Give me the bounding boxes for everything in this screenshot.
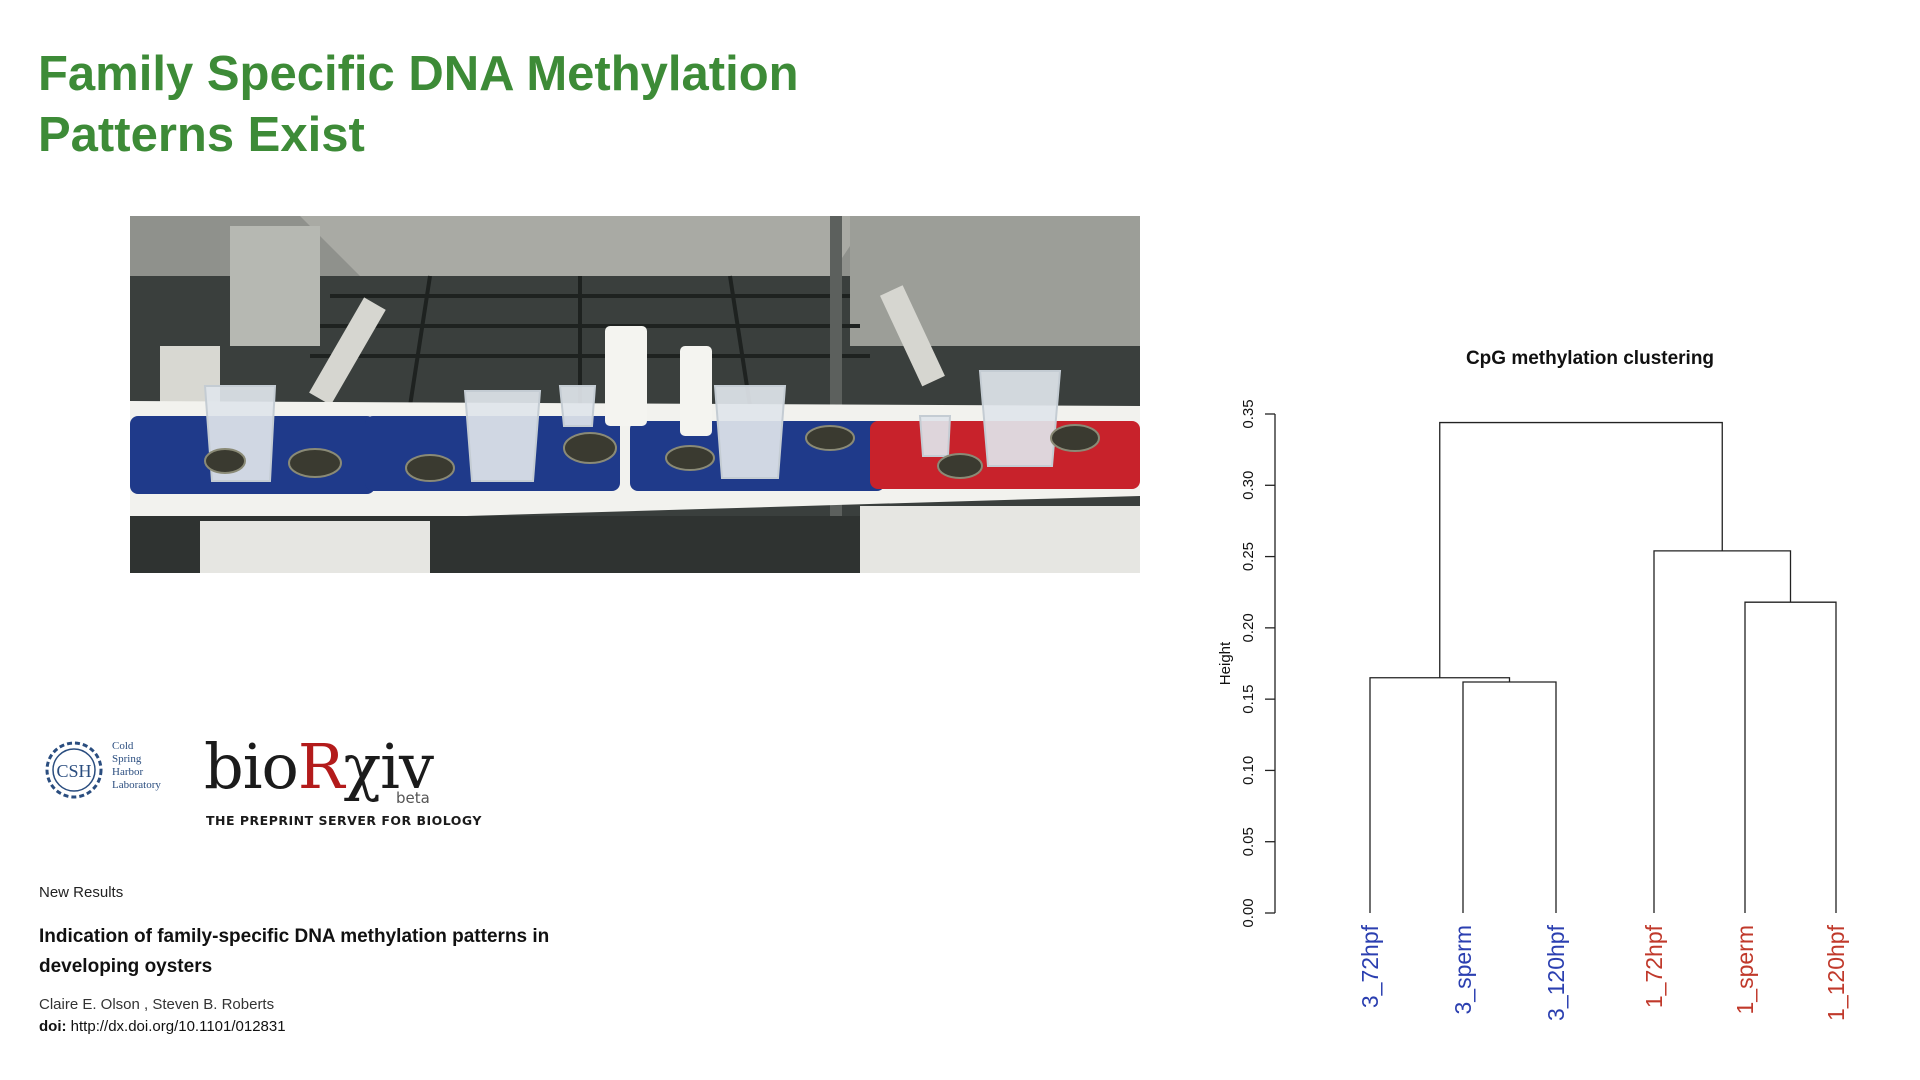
csh-name-line-3: Harbor (112, 766, 144, 778)
dendrogram-branches (1369, 421, 1837, 913)
slide-title: Family Specific DNA Methylation Patterns… (38, 44, 938, 166)
y-tick-label: 0.35 (1240, 399, 1257, 428)
dendrogram-chart: CpG methylation clustering Height 0.00 0.… (1190, 330, 1870, 1050)
leaf-label: 3_72hpf (1357, 924, 1383, 1008)
biorxiv-logo: bioRχiv beta THE PREPRINT SERVER FOR BIO… (204, 730, 481, 831)
dendrogram-branch (1369, 677, 1511, 913)
dendrogram-branch (1653, 550, 1792, 913)
y-tick-label: 0.25 (1240, 542, 1257, 571)
csh-name-line-2: Spring (112, 753, 142, 765)
y-tick-label: 0.00 (1240, 898, 1257, 927)
paper-title: Indication of family-specific DNA methyl… (39, 926, 550, 977)
slide-title-line-2: Patterns Exist (38, 108, 365, 162)
csh-initials: CSH (56, 761, 91, 781)
y-tick-label: 0.20 (1240, 613, 1257, 642)
leaf-label: 1_sperm (1732, 925, 1758, 1014)
csh-name: Cold Spring Harbor Laboratory (112, 740, 192, 792)
y-axis-label: Height (1217, 641, 1234, 685)
leaf-label: 3_120hpf (1543, 924, 1569, 1021)
biorxiv-beta: beta (396, 789, 430, 807)
leaf-label: 3_sperm (1450, 925, 1476, 1014)
y-axis: 0.00 0.05 0.10 0.15 0.20 0.25 0.30 0.35 (1240, 399, 1276, 928)
dendrogram-branch (1462, 681, 1557, 913)
y-tick-label: 0.05 (1240, 827, 1257, 856)
chart-title: CpG methylation clustering (1466, 348, 1714, 369)
biorxiv-wordmark: bioRχiv (204, 730, 434, 803)
csh-logo: CSH (45, 741, 103, 799)
paper-section: New Results (39, 884, 124, 901)
biorxiv-tagline: THE PREPRINT SERVER FOR BIOLOGY (206, 813, 482, 828)
biorxiv-r: R (297, 730, 345, 803)
y-tick-label: 0.30 (1240, 471, 1257, 500)
leaf-label: 1_72hpf (1641, 924, 1667, 1008)
y-tick-label: 0.10 (1240, 756, 1257, 785)
doi-label: doi: (39, 1018, 67, 1035)
dendrogram-branch (1744, 601, 1837, 913)
leaf-label: 1_120hpf (1823, 924, 1849, 1021)
paper-citation: New Results Indication of family-specifi… (39, 884, 659, 1035)
dendrogram-svg: CpG methylation clustering Height 0.000.… (1217, 348, 1849, 1021)
biorxiv-suffix: χiv (343, 730, 434, 803)
y-tick-label: 0.15 (1240, 685, 1257, 714)
slide-title-line-1: Family Specific DNA Methylation (38, 47, 799, 101)
csh-name-line-1: Cold (112, 740, 134, 752)
doi-link[interactable]: http://dx.doi.org/10.1101/012831 (70, 1018, 286, 1035)
paper-authors: Claire E. Olson , Steven B. Roberts (39, 996, 275, 1013)
leaf-labels: 3_72hpf 3_sperm 3_120hpf 1_72hpf 1_sperm 1_12… (1357, 924, 1849, 1021)
paper-doi: doi: http://dx.doi.org/10.1101/012831 (39, 1018, 659, 1035)
biorxiv-prefix: bio (204, 730, 299, 803)
csh-name-line-4: Laboratory (112, 779, 161, 791)
oyster-tray-photo (130, 216, 1140, 573)
dendrogram-branch (1439, 421, 1723, 678)
